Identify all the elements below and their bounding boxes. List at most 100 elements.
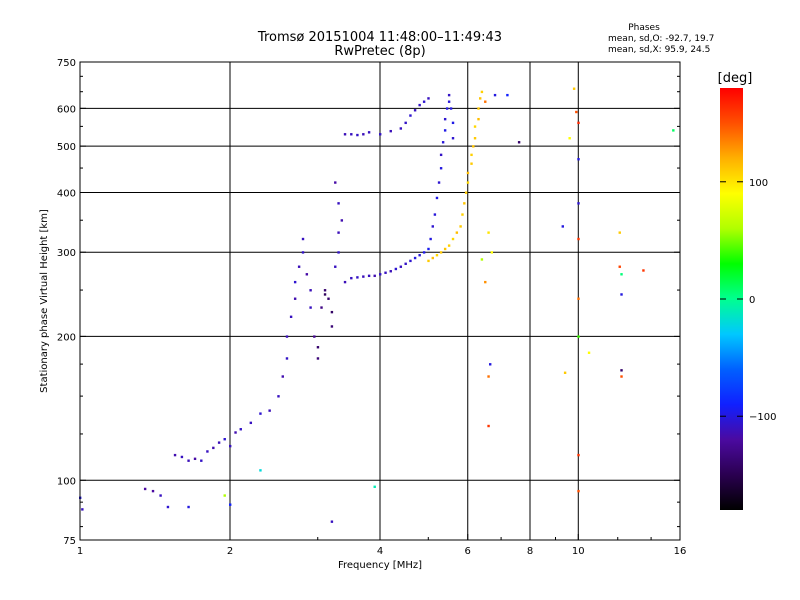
- data-point: [427, 247, 430, 251]
- data-point: [427, 259, 430, 263]
- data-point: [384, 271, 387, 274]
- data-point: [81, 508, 84, 511]
- data-point: [301, 237, 305, 241]
- data-point: [445, 107, 449, 110]
- data-point: [418, 254, 421, 257]
- data-point: [449, 107, 453, 110]
- y-tick-label: 500: [57, 142, 76, 153]
- data-point: [484, 280, 487, 284]
- data-point: [327, 297, 330, 300]
- y-axis: 75 100 200 300 400 500 600 750: [57, 58, 680, 547]
- data-point: [459, 225, 462, 228]
- x-axis: 1 2 4 6 8 10 16: [77, 534, 686, 557]
- data-point: [367, 131, 371, 134]
- colorbar-unit: [deg]: [718, 71, 753, 86]
- data-point: [394, 267, 398, 271]
- data-point: [435, 254, 439, 257]
- data-point: [259, 469, 262, 472]
- data-point: [563, 371, 567, 374]
- data-point: [577, 489, 580, 493]
- data-point: [427, 97, 430, 100]
- x-tick-label: 1: [77, 546, 83, 557]
- data-point: [223, 437, 226, 441]
- phase-box-o-line: mean, sd,O: -92.7, 19.7: [608, 34, 714, 44]
- data-point: [334, 181, 337, 184]
- data-point: [187, 505, 190, 509]
- data-point: [323, 289, 327, 292]
- y-tick-label: 100: [57, 476, 76, 487]
- x-tick-label: 10: [572, 546, 585, 557]
- data-point: [187, 459, 190, 462]
- x-tick-label: 2: [227, 546, 233, 557]
- data-point: [277, 395, 280, 398]
- data-point: [470, 153, 473, 157]
- data-point: [466, 181, 470, 184]
- data-point: [577, 335, 580, 338]
- data-point: [356, 133, 359, 137]
- data-point: [379, 273, 382, 276]
- data-point: [330, 520, 334, 523]
- colorbar-tick-label: 0: [749, 295, 755, 306]
- data-point: [337, 202, 340, 205]
- data-point: [293, 297, 297, 300]
- phase-box-x-line: mean, sd,X: 95.9, 24.5: [608, 45, 710, 55]
- data-point: [484, 100, 487, 103]
- data-point: [439, 167, 443, 170]
- data-point: [618, 265, 621, 268]
- data-point: [455, 231, 459, 234]
- data-point: [620, 293, 623, 296]
- data-point: [268, 409, 271, 412]
- data-point: [399, 127, 403, 130]
- phase-box-heading: Phases: [628, 23, 660, 33]
- data-point: [409, 259, 412, 263]
- data-point: [451, 237, 455, 241]
- data-point: [259, 412, 262, 415]
- data-point: [561, 225, 564, 228]
- data-point: [568, 137, 571, 140]
- data-point: [480, 90, 484, 94]
- data-point: [487, 375, 490, 378]
- data-point: [229, 444, 232, 448]
- data-point: [422, 251, 426, 254]
- data-point: [443, 247, 447, 251]
- x-axis-label: Frequency [MHz]: [338, 560, 422, 571]
- data-point: [466, 171, 470, 175]
- data-point: [281, 375, 284, 378]
- data-point: [234, 431, 237, 434]
- data-point: [447, 244, 451, 247]
- scatter-points: [79, 87, 675, 523]
- x-tick-label: 6: [465, 546, 471, 557]
- data-point: [461, 213, 464, 216]
- y-axis-label: Stationary phase Virtual Height [km]: [39, 209, 50, 393]
- data-point: [362, 133, 365, 136]
- data-point: [409, 114, 412, 117]
- data-point: [433, 213, 437, 216]
- data-point: [517, 141, 521, 144]
- data-point: [223, 494, 226, 497]
- data-point: [217, 441, 221, 444]
- data-point: [404, 262, 407, 265]
- data-point: [587, 351, 591, 354]
- data-point: [166, 505, 170, 509]
- chart-title: Tromsø 20151004 11:48:00–11:49:43: [257, 30, 502, 45]
- data-point: [439, 251, 443, 254]
- data-point: [206, 450, 209, 453]
- data-point: [316, 357, 320, 360]
- data-point: [297, 265, 301, 268]
- data-point: [443, 129, 447, 132]
- data-point: [618, 231, 621, 234]
- data-point: [473, 137, 477, 140]
- data-point: [577, 202, 580, 205]
- data-point: [200, 459, 203, 462]
- data-point: [239, 428, 242, 431]
- chart-subtitle: RwPretec (8p): [334, 44, 425, 59]
- x-tick-label: 8: [527, 546, 533, 557]
- data-point: [337, 251, 340, 254]
- data-point: [443, 117, 447, 121]
- data-point: [379, 133, 382, 136]
- data-point: [418, 103, 421, 107]
- data-point: [320, 306, 323, 309]
- data-point: [389, 270, 392, 273]
- data-point: [470, 162, 473, 165]
